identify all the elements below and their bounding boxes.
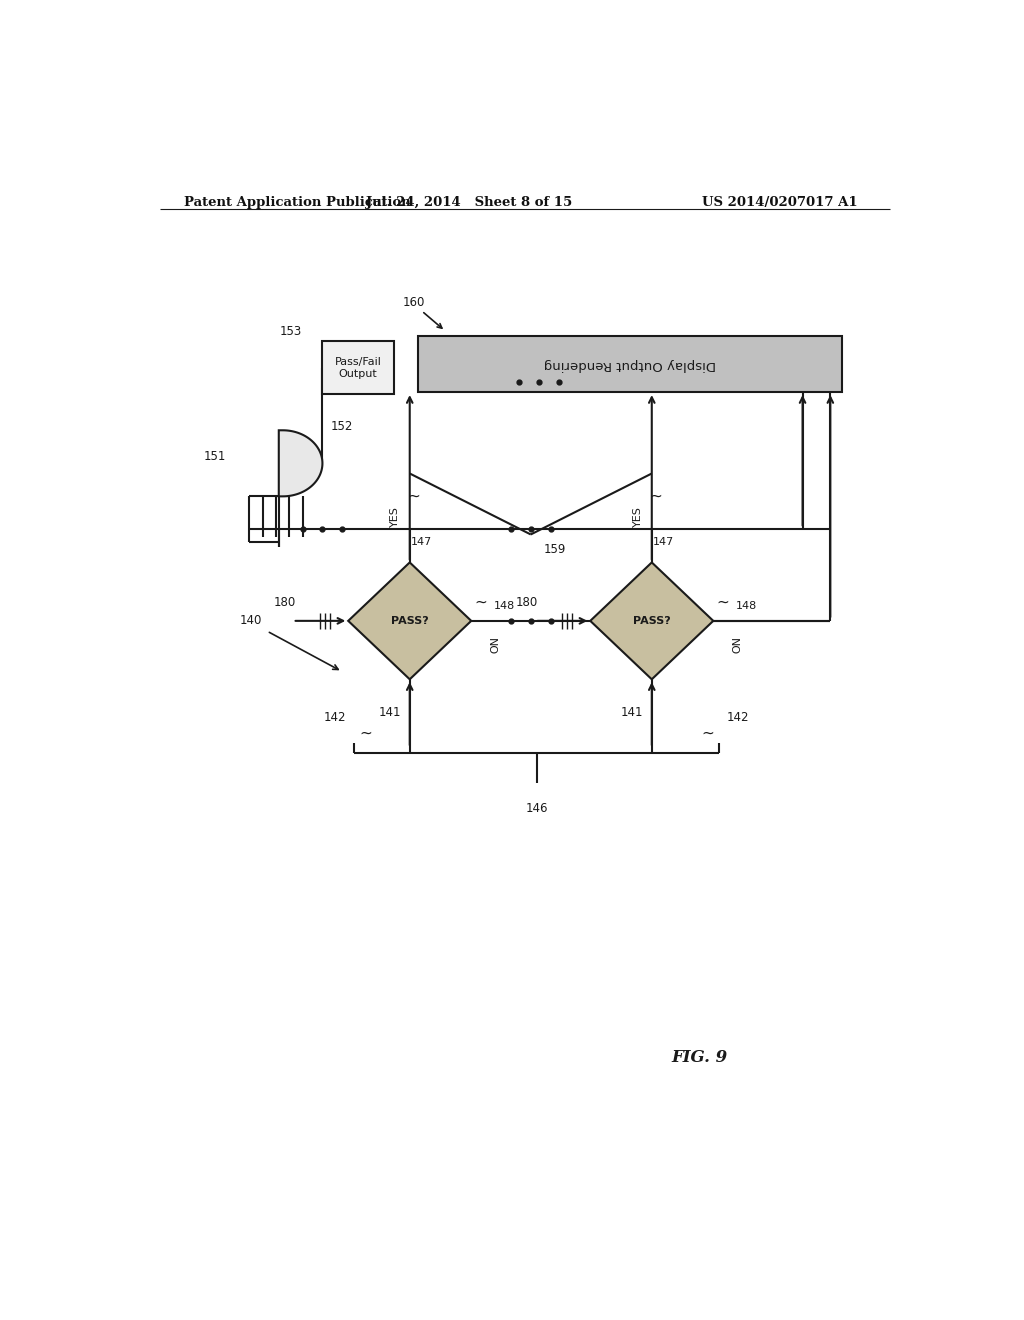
Text: YES: YES [633,507,642,527]
FancyBboxPatch shape [418,337,842,392]
Text: Patent Application Publication: Patent Application Publication [183,195,411,209]
Text: FIG. 9: FIG. 9 [672,1049,727,1067]
FancyBboxPatch shape [323,342,394,395]
Text: ~: ~ [649,488,663,504]
Text: 147: 147 [653,537,675,546]
Text: US 2014/0207017 A1: US 2014/0207017 A1 [702,195,858,209]
Text: 159: 159 [544,544,565,556]
Text: Display Output Rendering: Display Output Rendering [544,358,716,371]
Text: PASS?: PASS? [633,616,671,626]
Polygon shape [590,562,714,680]
Polygon shape [279,430,323,496]
Text: 152: 152 [331,421,352,433]
Polygon shape [348,562,471,680]
Text: YES: YES [390,507,400,527]
Text: 160: 160 [402,296,425,309]
Text: Pass/Fail
Output: Pass/Fail Output [335,356,382,379]
Text: 153: 153 [280,325,302,338]
Text: NO: NO [728,638,738,655]
Text: 146: 146 [525,803,548,816]
Text: Jul. 24, 2014   Sheet 8 of 15: Jul. 24, 2014 Sheet 8 of 15 [367,195,572,209]
Text: ~: ~ [474,595,487,610]
Text: 142: 142 [727,711,750,723]
Text: 180: 180 [273,597,296,609]
Text: 141: 141 [379,706,401,719]
Text: 147: 147 [411,537,432,546]
Text: 140: 140 [240,614,262,627]
Text: 148: 148 [736,601,757,611]
Text: NO: NO [486,638,496,655]
Text: ~: ~ [701,725,714,741]
Text: 141: 141 [621,706,643,719]
Text: PASS?: PASS? [391,616,429,626]
Text: 180: 180 [516,597,538,609]
Text: ~: ~ [359,725,373,741]
Text: ~: ~ [408,488,420,504]
Text: 148: 148 [494,601,515,611]
Text: 151: 151 [203,450,225,463]
Text: 142: 142 [324,711,346,723]
Text: ~: ~ [717,595,729,610]
